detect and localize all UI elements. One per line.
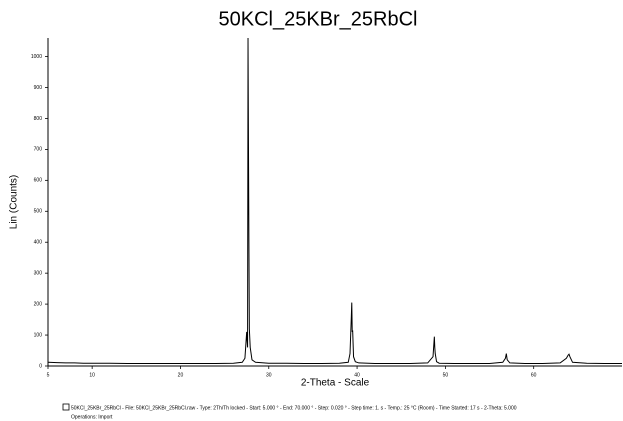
x-tick-label: 30 [266, 372, 272, 378]
x-tick-label: 5 [47, 372, 50, 378]
x-tick-label: 60 [531, 372, 537, 378]
chart-title: 50KCl_25KBr_25RbCl [218, 8, 417, 30]
y-tick-label: 700 [34, 147, 43, 153]
x-axis-label: 2-Theta - Scale [301, 378, 370, 389]
y-tick-label: 100 [34, 332, 43, 338]
y-tick-label: 0 [39, 363, 42, 369]
y-tick-label: 900 [34, 85, 43, 91]
y-axis-label: Lin (Counts) [9, 175, 20, 229]
y-tick-label: 300 [34, 270, 43, 276]
legend-marker [62, 403, 70, 411]
x-tick-label: 50 [443, 372, 449, 378]
y-tick-label: 200 [34, 301, 43, 307]
x-tick-label: 10 [89, 372, 95, 378]
y-tick-label: 400 [34, 240, 43, 246]
legend-entry: 50KCl_25KBr_25RbCl - File: 50KCl_25KBr_2… [71, 405, 517, 411]
y-tick-label: 1000 [31, 54, 42, 60]
x-tick-label: 40 [354, 372, 360, 378]
legend-note: Operations: Import [71, 414, 113, 420]
y-tick-label: 500 [34, 209, 43, 215]
x-tick-label: 20 [178, 372, 184, 378]
y-tick-label: 600 [34, 178, 43, 184]
data-line [47, 37, 622, 365]
y-tick-label: 800 [34, 116, 43, 122]
